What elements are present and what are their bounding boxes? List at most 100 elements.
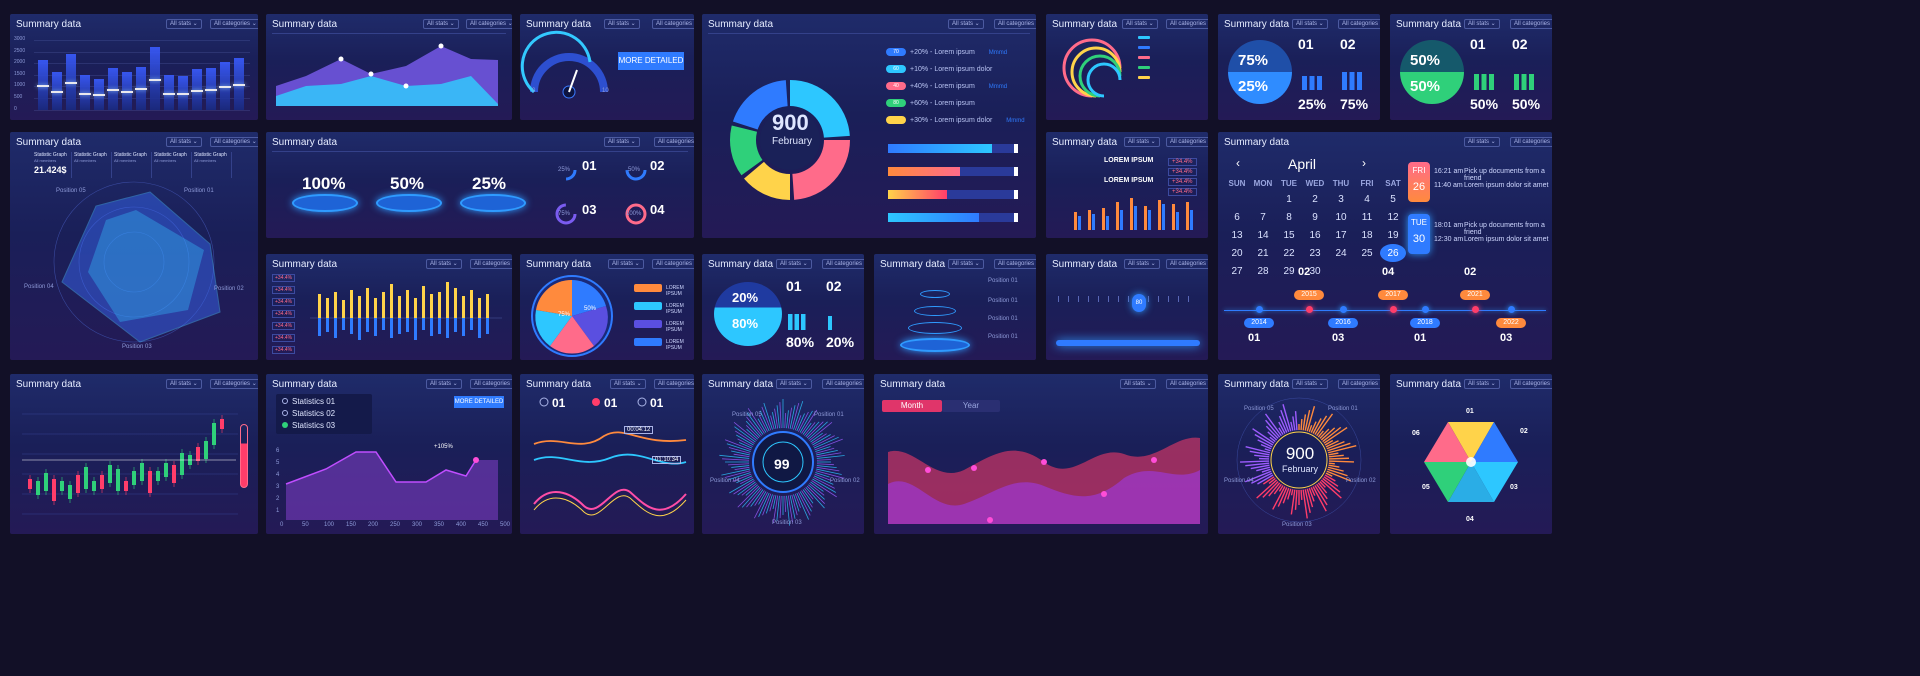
- tab-month[interactable]: Month: [882, 400, 942, 412]
- event-date-badge[interactable]: TUE 30: [1408, 214, 1430, 254]
- stats-dropdown[interactable]: All stats: [426, 259, 462, 269]
- calendar-day[interactable]: 1: [1286, 193, 1292, 205]
- legend-text: +20% - Lorem ipsum: [910, 48, 975, 56]
- stats-dropdown[interactable]: All stats: [1124, 137, 1160, 147]
- calendar-day[interactable]: 21: [1257, 247, 1269, 259]
- slider-track[interactable]: [1056, 340, 1200, 346]
- option-number[interactable]: 01: [552, 396, 566, 410]
- calendar-day[interactable]: 24: [1335, 247, 1347, 259]
- calendar-day[interactable]: 22: [1283, 247, 1295, 259]
- statistics-option[interactable]: Statistics 02: [282, 409, 372, 418]
- categories-dropdown[interactable]: All categories: [470, 259, 512, 269]
- calendar-day[interactable]: 3: [1338, 193, 1344, 205]
- categories-dropdown[interactable]: All categories: [652, 259, 694, 269]
- statistics-option[interactable]: Statistics 01: [282, 397, 372, 406]
- stats-dropdown[interactable]: All stats: [1464, 137, 1500, 147]
- calendar-day[interactable]: 25: [1361, 247, 1373, 259]
- calendar-day[interactable]: 14: [1257, 229, 1269, 241]
- stats-dropdown[interactable]: All stats: [1464, 379, 1500, 389]
- calendar-day[interactable]: 13: [1231, 229, 1243, 241]
- categories-dropdown[interactable]: All categories: [210, 19, 258, 29]
- calendar-day[interactable]: 30: [1309, 265, 1321, 277]
- stats-dropdown[interactable]: All stats: [604, 137, 640, 147]
- categories-dropdown[interactable]: All categories: [1510, 137, 1552, 147]
- more-detailed-button[interactable]: MORE DETAILED: [454, 396, 504, 408]
- calendar-day[interactable]: 5: [1390, 193, 1396, 205]
- stats-dropdown[interactable]: All stats: [1120, 379, 1156, 389]
- stats-dropdown[interactable]: All stats: [608, 259, 644, 269]
- stats-dropdown[interactable]: All stats: [166, 19, 202, 29]
- calendar-day[interactable]: 26: [1380, 244, 1406, 262]
- next-month-button[interactable]: ›: [1362, 156, 1366, 170]
- slider-thumb[interactable]: 80: [1132, 294, 1146, 312]
- calendar-day[interactable]: 7: [1260, 211, 1266, 223]
- categories-dropdown[interactable]: All categories: [470, 379, 512, 389]
- calendar-day[interactable]: 10: [1335, 211, 1347, 223]
- categories-dropdown[interactable]: All categories: [654, 137, 694, 147]
- categories-dropdown[interactable]: All categories: [822, 259, 864, 269]
- spectrum-bar: [1325, 440, 1339, 448]
- calendar-day[interactable]: 28: [1257, 265, 1269, 277]
- calendar-day[interactable]: 12: [1387, 211, 1399, 223]
- categories-dropdown[interactable]: All categories: [652, 19, 694, 29]
- calendar-day[interactable]: 2: [1312, 193, 1318, 205]
- stats-dropdown[interactable]: All stats: [776, 259, 812, 269]
- prev-month-button[interactable]: ‹: [1236, 156, 1240, 170]
- calendar-day[interactable]: 18: [1361, 229, 1373, 241]
- calendar-day[interactable]: 23: [1309, 247, 1321, 259]
- stats-dropdown[interactable]: All stats: [604, 19, 640, 29]
- stats-dropdown[interactable]: All stats: [948, 19, 984, 29]
- categories-dropdown[interactable]: All categories: [994, 259, 1036, 269]
- categories-dropdown[interactable]: All categories: [1166, 259, 1208, 269]
- categories-dropdown[interactable]: All categories: [1338, 19, 1380, 29]
- calendar-day[interactable]: 11: [1361, 211, 1373, 223]
- categories-dropdown[interactable]: All categories: [210, 137, 258, 147]
- categories-dropdown[interactable]: All categories: [1166, 379, 1208, 389]
- stats-dropdown[interactable]: All stats: [1292, 19, 1328, 29]
- categories-dropdown[interactable]: All categories: [210, 379, 258, 389]
- calendar-day[interactable]: 19: [1387, 229, 1399, 241]
- candle-body: [140, 463, 144, 481]
- calendar-day[interactable]: 29: [1283, 265, 1295, 277]
- calendar-day[interactable]: 17: [1335, 229, 1347, 241]
- stats-dropdown[interactable]: All stats: [1464, 19, 1500, 29]
- tab-year[interactable]: Year: [942, 400, 1000, 412]
- stats-dropdown[interactable]: All stats: [776, 379, 812, 389]
- burst-ray: [812, 434, 831, 446]
- categories-dropdown[interactable]: All categories: [1166, 137, 1208, 147]
- categories-dropdown[interactable]: All categories: [994, 19, 1036, 29]
- stats-dropdown[interactable]: All stats: [423, 19, 459, 29]
- option-number[interactable]: 01: [604, 396, 618, 410]
- categories-dropdown[interactable]: All categories: [1510, 19, 1552, 29]
- option-number[interactable]: 01: [650, 396, 664, 410]
- categories-dropdown[interactable]: All categories: [1338, 379, 1380, 389]
- more-detailed-button[interactable]: MORE DETAILED: [618, 52, 684, 70]
- categories-dropdown[interactable]: All categories: [466, 19, 512, 29]
- calendar-day[interactable]: 8: [1286, 211, 1292, 223]
- categories-dropdown[interactable]: All categories: [822, 379, 864, 389]
- statistics-option[interactable]: Statistics 03: [282, 421, 372, 430]
- calendar-day[interactable]: 9: [1312, 211, 1318, 223]
- calendar-day[interactable]: 15: [1283, 229, 1295, 241]
- calendar-day[interactable]: 16: [1309, 229, 1321, 241]
- calendar-day[interactable]: 27: [1231, 265, 1243, 277]
- stats-dropdown[interactable]: All stats: [166, 379, 202, 389]
- categories-dropdown[interactable]: All categories: [654, 379, 694, 389]
- calendar-day[interactable]: 6: [1234, 211, 1240, 223]
- categories-dropdown[interactable]: All categories: [1166, 19, 1208, 29]
- categories-dropdown[interactable]: All categories: [1510, 379, 1552, 389]
- stats-dropdown[interactable]: All stats: [1124, 259, 1160, 269]
- stats-dropdown[interactable]: All stats: [166, 137, 202, 147]
- stats-dropdown[interactable]: All stats: [610, 379, 646, 389]
- stats-dropdown[interactable]: All stats: [948, 259, 984, 269]
- pie-label: 50%: [584, 306, 597, 312]
- vertical-slider[interactable]: [240, 424, 248, 488]
- stats-dropdown[interactable]: All stats: [1122, 19, 1158, 29]
- stats-dropdown[interactable]: All stats: [1292, 379, 1328, 389]
- calendar-day[interactable]: 20: [1231, 247, 1243, 259]
- event-text: Pick up documents from a friend: [1464, 222, 1545, 236]
- stats-dropdown[interactable]: All stats: [426, 379, 462, 389]
- calendar-day[interactable]: 4: [1364, 193, 1370, 205]
- event-date-badge[interactable]: FRI 26: [1408, 162, 1430, 202]
- stat-value: 20%: [826, 334, 855, 350]
